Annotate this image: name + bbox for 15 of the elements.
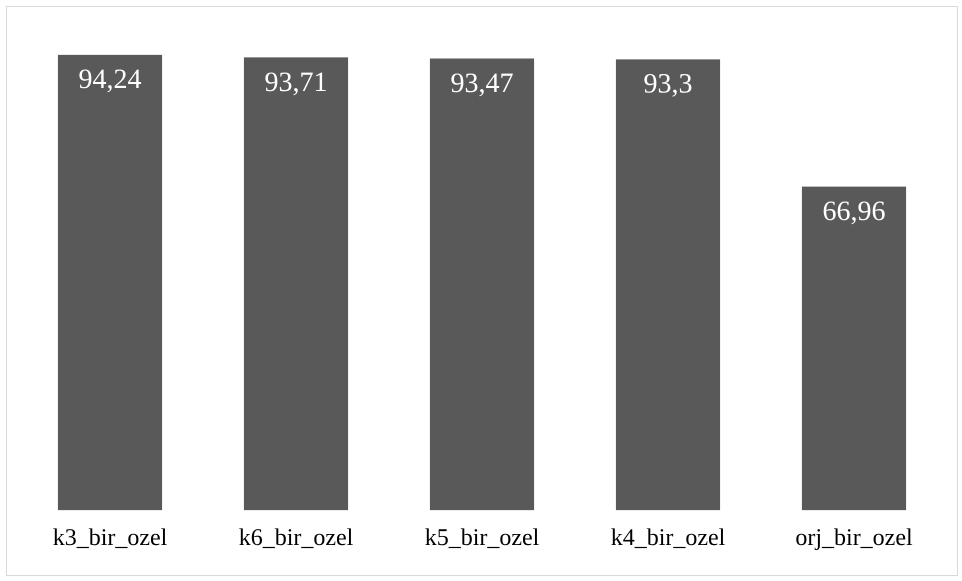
x-tick-label: k6_bir_ozel — [238, 524, 354, 551]
data-label: 66,96 — [822, 196, 886, 228]
data-label: 93,71 — [264, 66, 328, 98]
bar — [616, 59, 720, 510]
x-tick-label: orj_bir_ozel — [795, 524, 913, 551]
x-tick-label: k5_bir_ozel — [424, 524, 540, 551]
bar — [244, 57, 348, 510]
x-tick-label: k4_bir_ozel — [610, 524, 726, 551]
bar — [430, 58, 534, 510]
data-label: 93,47 — [450, 68, 514, 99]
bar — [58, 54, 162, 510]
x-tick-label: k3_bir_ozel — [52, 524, 168, 551]
bar — [802, 186, 906, 510]
data-label: 94,24 — [78, 64, 142, 96]
data-label: 93,3 — [644, 68, 692, 100]
